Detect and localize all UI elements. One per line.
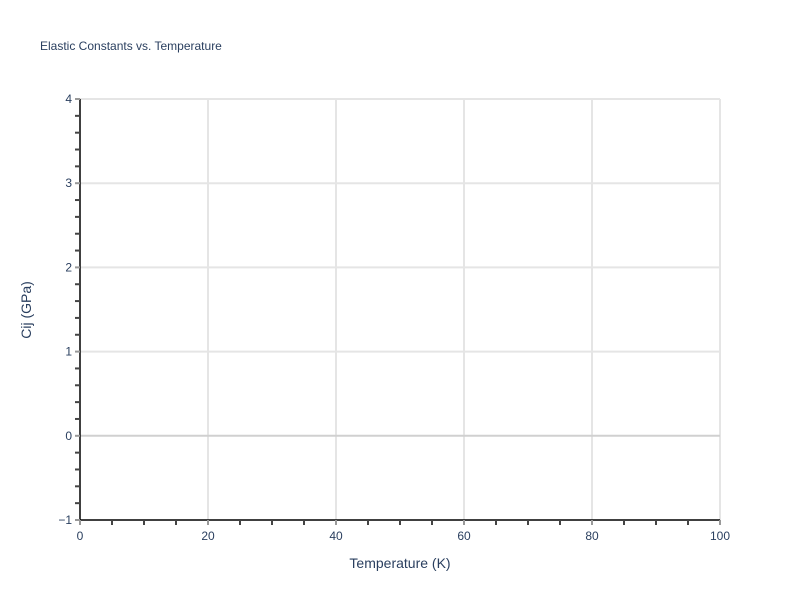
- y-tick-label: 0: [65, 429, 72, 443]
- axes: [75, 98, 721, 525]
- x-tick-label: 0: [77, 529, 84, 543]
- x-tick-label: 100: [710, 529, 730, 543]
- x-axis-label: Temperature (K): [349, 555, 450, 571]
- chart-title: Elastic Constants vs. Temperature: [40, 39, 222, 53]
- y-tick-label: −1: [58, 513, 72, 527]
- x-tick-label: 60: [457, 529, 471, 543]
- x-tick-label: 40: [329, 529, 343, 543]
- y-tick-label: 4: [65, 92, 72, 106]
- x-tick-label: 80: [585, 529, 599, 543]
- x-tick-label: 20: [201, 529, 215, 543]
- y-tick-label: 2: [65, 260, 72, 274]
- gridlines: [80, 98, 721, 520]
- y-tick-label: 3: [65, 176, 72, 190]
- y-tick-label: 1: [65, 345, 72, 359]
- y-axis-label: Cij (GPa): [18, 281, 34, 339]
- tick-labels: 0 20 40 60 80 100 −1 0 1 2 3 4: [58, 92, 730, 543]
